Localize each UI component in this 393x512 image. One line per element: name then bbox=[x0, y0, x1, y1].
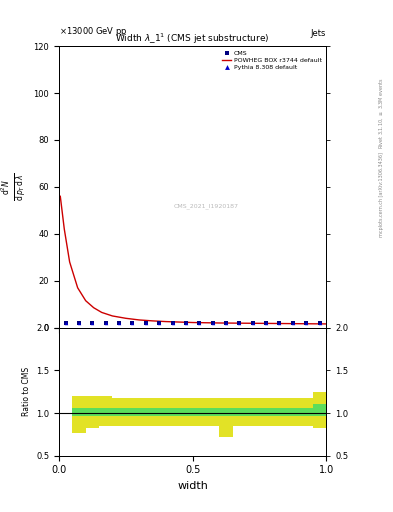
Y-axis label: Ratio to CMS: Ratio to CMS bbox=[22, 367, 31, 416]
X-axis label: width: width bbox=[177, 481, 208, 491]
Text: Jets: Jets bbox=[311, 29, 326, 38]
Y-axis label: $\mathrm{d}^2 N$
$\overline{\mathrm{d}\,p_T\,\mathrm{d}\,\lambda}$: $\mathrm{d}^2 N$ $\overline{\mathrm{d}\,… bbox=[0, 173, 28, 201]
Text: CMS_2021_I1920187: CMS_2021_I1920187 bbox=[173, 204, 239, 209]
Text: Rivet 3.1.10, $\geq$ 3.3M events: Rivet 3.1.10, $\geq$ 3.3M events bbox=[377, 77, 385, 148]
Legend: CMS, POWHEG BOX r3744 default, Pythia 8.308 default: CMS, POWHEG BOX r3744 default, Pythia 8.… bbox=[221, 49, 323, 71]
Text: $\times$13000 GeV pp: $\times$13000 GeV pp bbox=[59, 26, 127, 38]
Title: Width $\lambda\_1^1$ (CMS jet substructure): Width $\lambda\_1^1$ (CMS jet substructu… bbox=[116, 32, 270, 46]
Text: mcplots.cern.ch [arXiv:1306.3436]: mcplots.cern.ch [arXiv:1306.3436] bbox=[379, 152, 384, 237]
